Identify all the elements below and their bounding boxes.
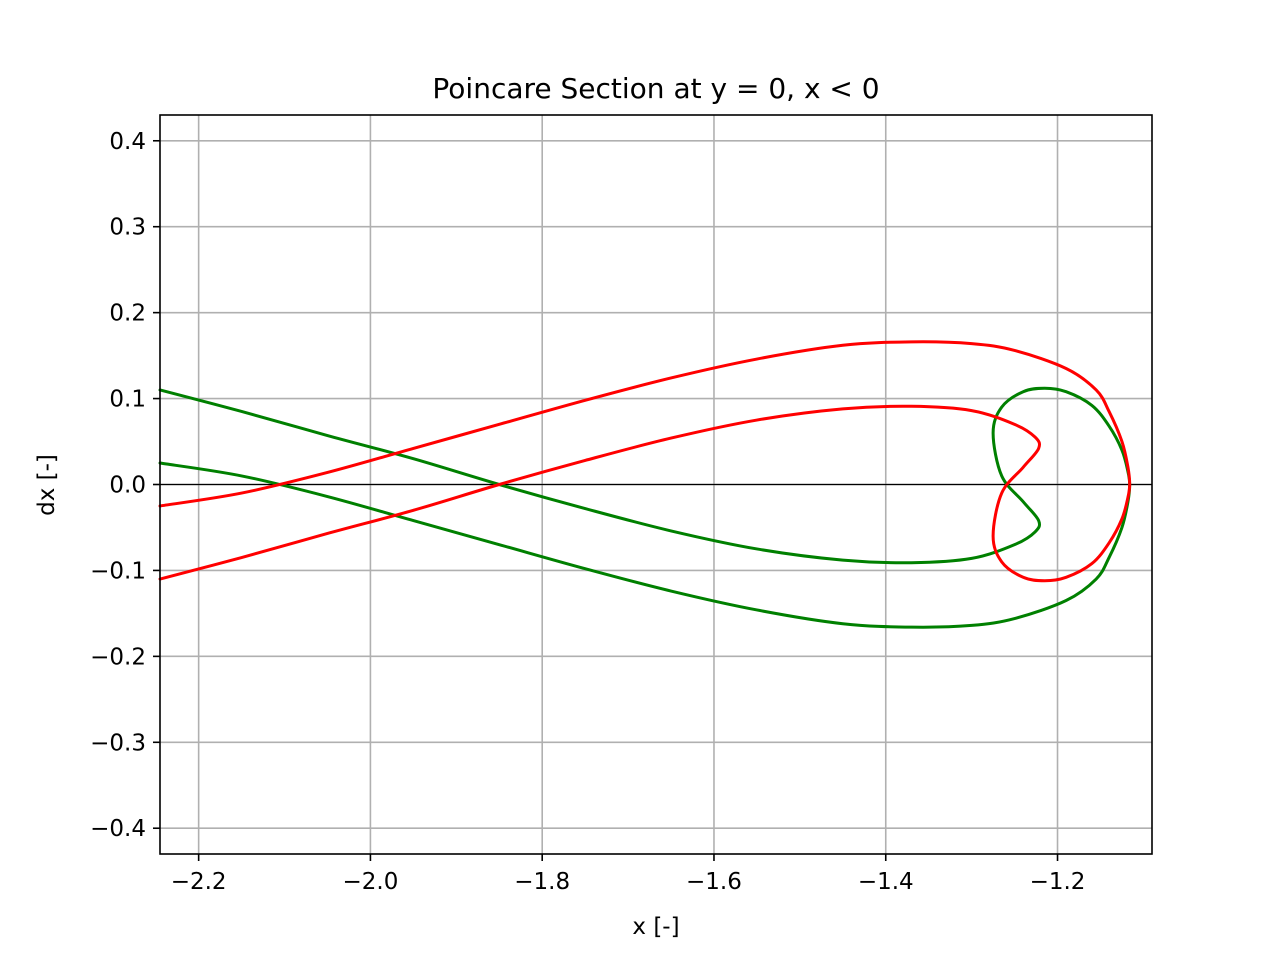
y-tick-label: −0.3 (90, 730, 146, 756)
y-tick-label: 0.0 (109, 473, 146, 499)
series-1-line (158, 386, 1132, 629)
x-tick-label: −1.6 (686, 869, 742, 895)
x-tick-label: −2.2 (171, 869, 227, 895)
series-layer (158, 340, 1132, 629)
x-tick-label: −1.4 (858, 869, 914, 895)
x-tick-label: −2.0 (342, 869, 398, 895)
series-2-line (158, 340, 1132, 583)
y-tick-label: 0.3 (109, 215, 146, 241)
x-axis-label: x [-] (632, 914, 679, 940)
x-tick-label: −1.2 (1030, 869, 1086, 895)
y-tick-label: −0.1 (90, 558, 146, 584)
y-tick-label: 0.4 (109, 129, 146, 155)
y-tick-label: −0.4 (90, 816, 146, 842)
chart-title: Poincare Section at y = 0, x < 0 (432, 72, 879, 105)
axis-ticks: −2.2 −2.0 −1.8 −1.6 −1.4 −1.2 0.4 0.3 0.2 0.1 0.0 −… (90, 129, 1085, 895)
y-tick-label: 0.2 (109, 301, 146, 327)
y-tick-label: 0.1 (109, 387, 146, 413)
x-tick-label: −1.8 (514, 869, 570, 895)
y-axis-label: dx [-] (34, 454, 60, 516)
y-tick-label: −0.2 (90, 644, 146, 670)
